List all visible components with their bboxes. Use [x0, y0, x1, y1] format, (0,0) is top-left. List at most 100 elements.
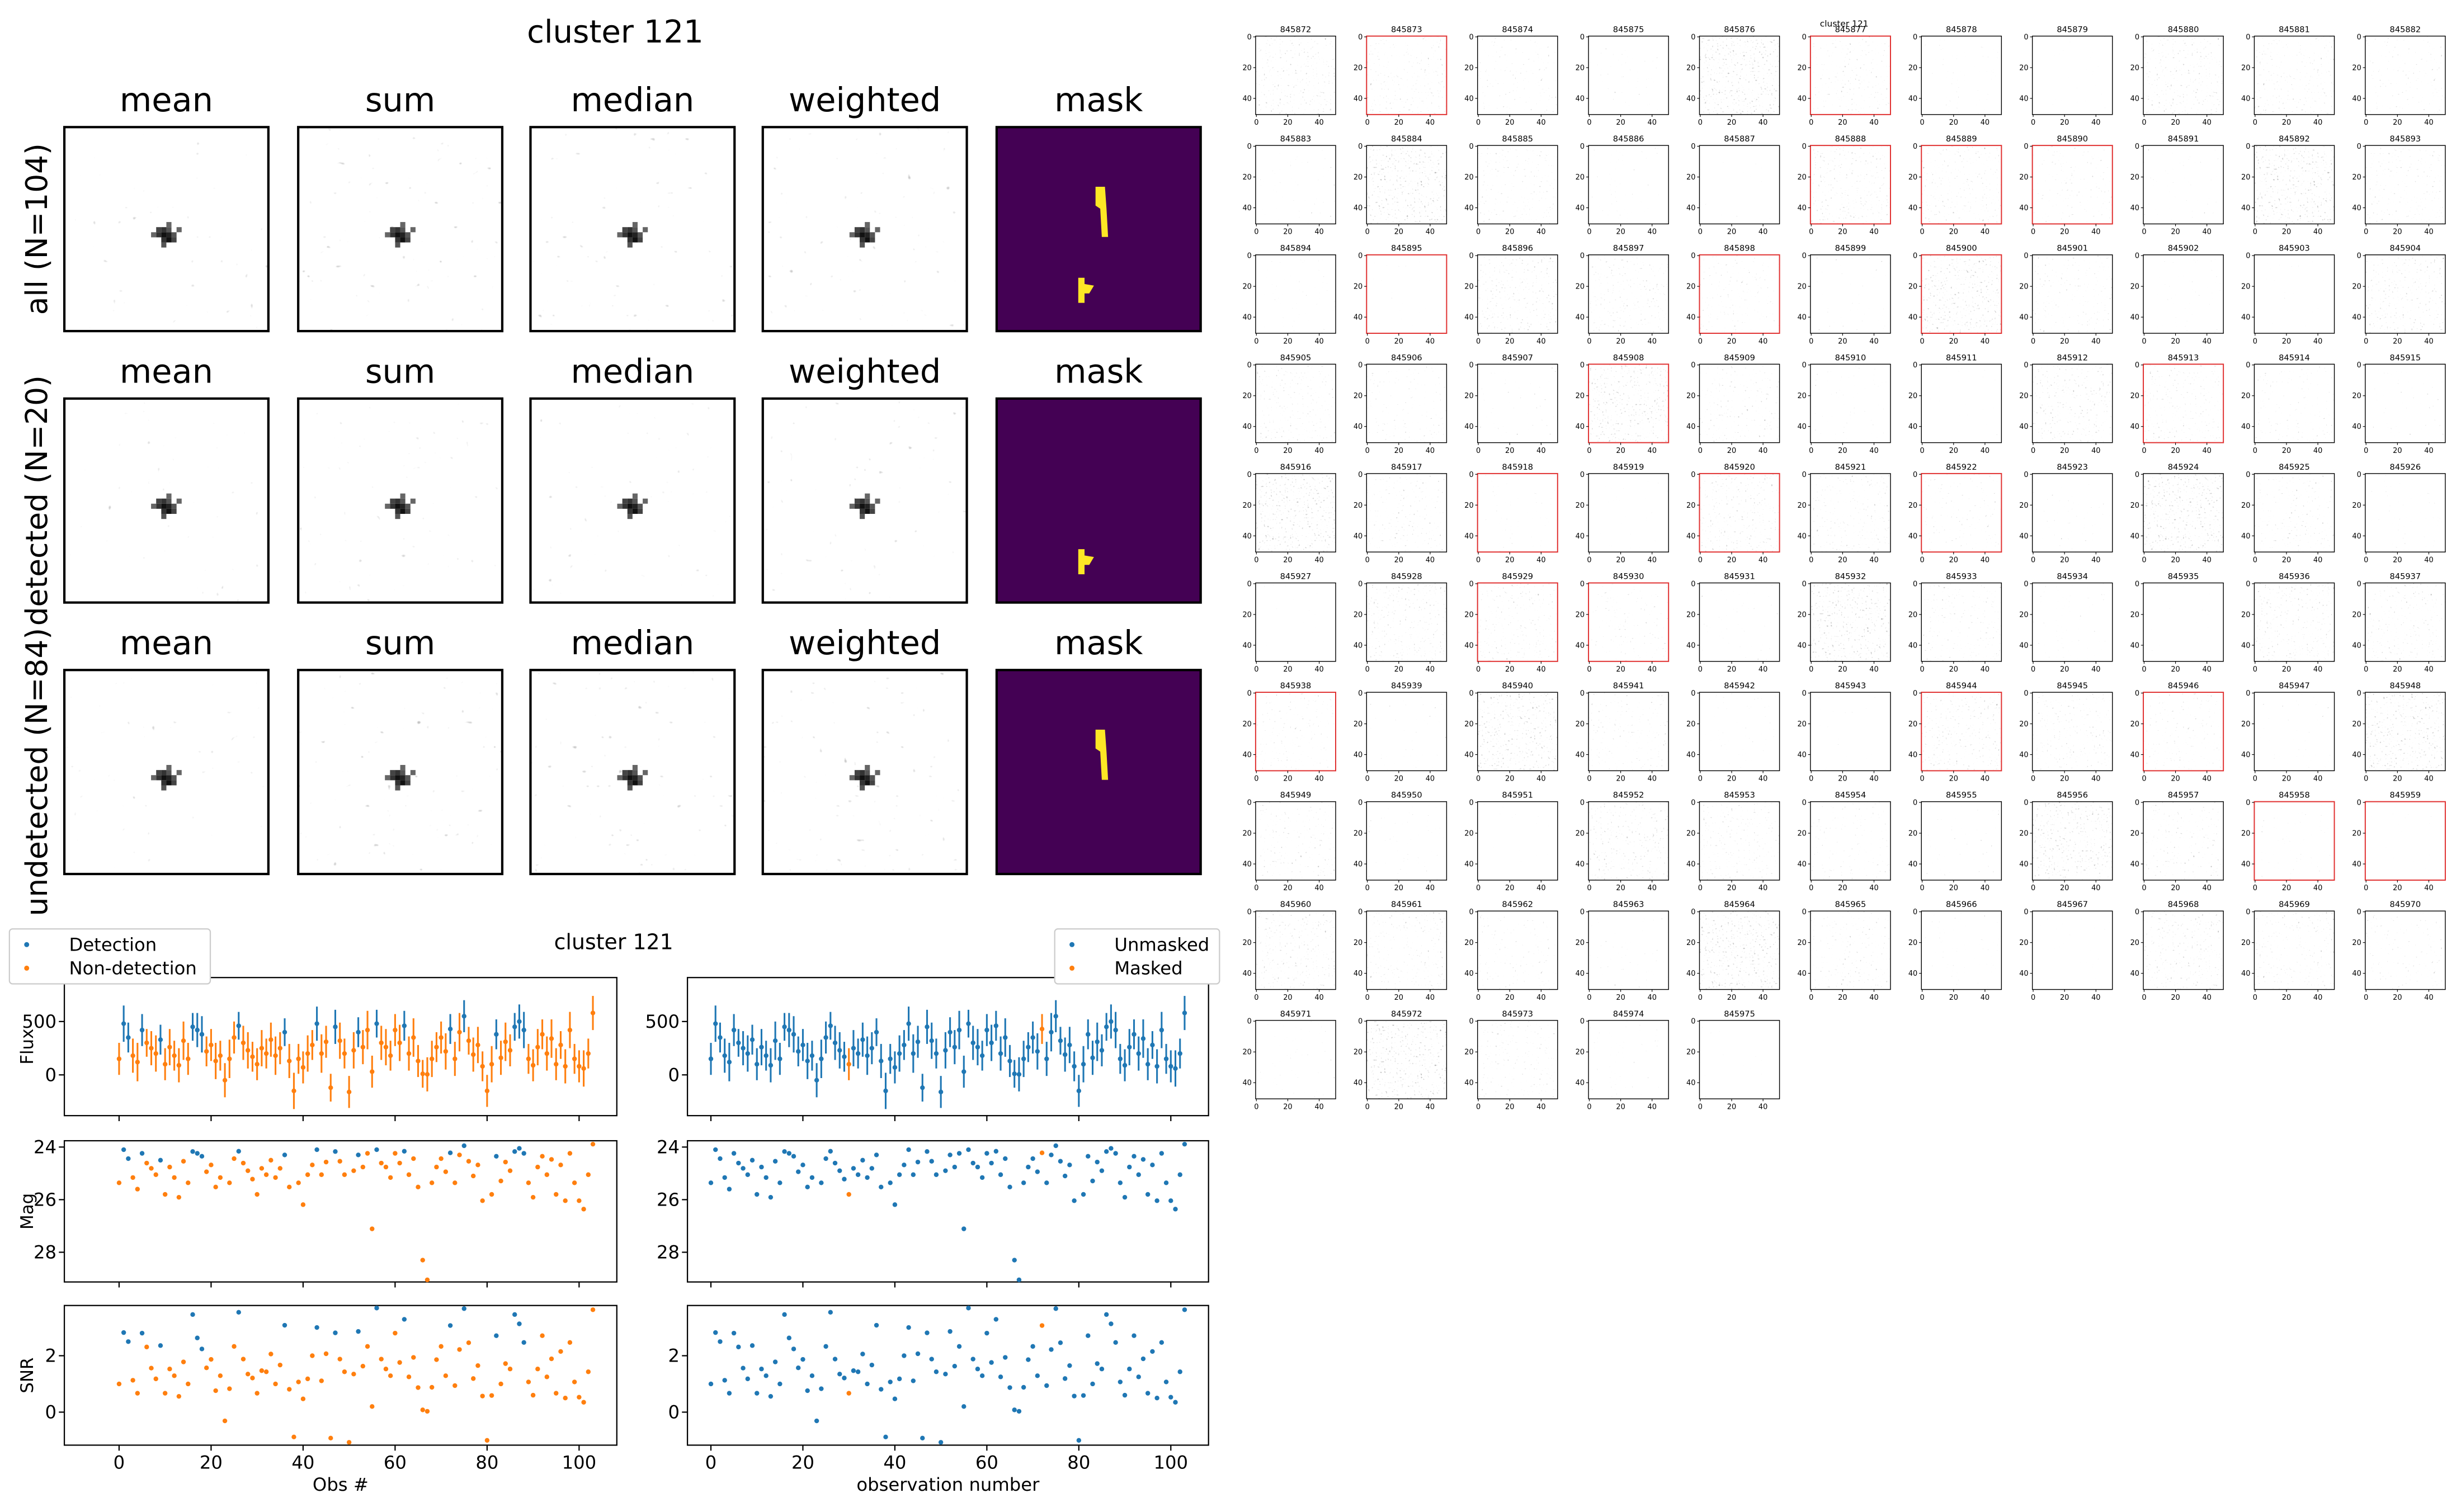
data-point	[759, 1164, 764, 1170]
thumbnail-tick-label: 0	[1809, 665, 1813, 674]
data-point	[772, 1159, 778, 1164]
data-point	[176, 1062, 182, 1068]
thumbnail-frame	[1477, 692, 1558, 772]
data-point	[727, 1060, 732, 1065]
data-point	[1163, 1379, 1169, 1385]
stack-core	[410, 227, 416, 233]
thumbnail-tick-label: 40	[1686, 423, 1695, 431]
thumbnail-label: 845884	[1391, 134, 1422, 144]
data-point	[554, 1061, 559, 1067]
thumbnail-frame	[2253, 473, 2335, 552]
thumbnail-tick-label: 0	[1913, 471, 1917, 479]
thumbnail-image	[1921, 364, 2002, 443]
data-point	[832, 1357, 838, 1362]
thumbnail-tick-label: 0	[1358, 361, 1362, 370]
stack-core	[395, 227, 400, 233]
thumbnail-frame	[1255, 145, 1336, 225]
thumbnail-label: 845933	[1946, 571, 1977, 581]
thumbnail-tick-label: 0	[2024, 471, 2028, 479]
thumbnail-tick-label: 0	[1580, 799, 1585, 807]
thumbnail-tick-label: 40	[1576, 970, 1585, 978]
thumbnail-label: 845888	[1835, 134, 1866, 144]
data-point	[530, 1062, 536, 1068]
data-point	[791, 1346, 796, 1352]
data-point	[351, 1168, 356, 1173]
column-title: weighted	[789, 81, 941, 119]
thumbnail-image	[2032, 254, 2113, 334]
data-point	[402, 1317, 407, 1322]
thumbnail-image	[1699, 911, 1780, 990]
stack-core	[395, 242, 400, 248]
column-title: median	[571, 623, 694, 662]
thumbnail-frame	[1588, 910, 1669, 990]
thumbnail-tick-label: 0	[2024, 908, 2028, 916]
data-point	[814, 1078, 819, 1083]
data-point	[708, 1381, 714, 1387]
data-point	[590, 1141, 596, 1147]
data-point	[777, 1180, 782, 1185]
thumbnail-tick-label: 0	[1254, 884, 1258, 892]
thumbnail-label: 845910	[1835, 353, 1866, 362]
thumbnail-tick-label: 0	[2246, 799, 2250, 807]
y-tick-label: 500	[645, 1011, 680, 1032]
data-point	[484, 1088, 490, 1094]
thumbnail-tick-label: 20	[1797, 283, 1806, 291]
column-title: sum	[365, 352, 435, 391]
thumbnail-tick-label: 20	[1394, 775, 1403, 783]
thumbnail-tick-label: 40	[1981, 775, 1989, 783]
data-point	[397, 1040, 402, 1046]
thumbnail-image	[1477, 911, 1558, 990]
data-point	[342, 1369, 347, 1374]
data-point	[934, 1172, 939, 1177]
data-point	[466, 1340, 472, 1345]
thumbnail-tick-label: 40	[1464, 423, 1473, 431]
stack-core	[854, 503, 860, 509]
thumbnail-frame	[2143, 35, 2224, 115]
data-point	[300, 1396, 306, 1401]
stack-core	[632, 227, 638, 233]
thumbnail-tick-label: 0	[1913, 689, 1917, 698]
thumbnail-tick-label: 20	[2352, 173, 2361, 182]
thumbnail-image	[2365, 583, 2445, 662]
thumbnail-tick-label: 40	[1758, 1103, 1767, 1111]
thumbnail-tick-label: 0	[1802, 799, 1807, 807]
thumbnail-tick-label: 40	[2202, 556, 2211, 564]
data-point	[434, 1045, 439, 1050]
data-point	[1058, 1038, 1063, 1043]
thumbnail-tick-label: 20	[1908, 830, 1917, 838]
data-point	[572, 1180, 577, 1185]
data-point	[406, 1172, 412, 1177]
thumbnail-tick-label: 40	[2091, 119, 2100, 127]
thumbnail-tick-label: 20	[1354, 64, 1362, 72]
image-frame	[529, 397, 736, 604]
data-point	[397, 1360, 402, 1365]
thumbnail-tick-label: 0	[1802, 252, 1807, 261]
row-label: all (N=104)	[20, 143, 54, 315]
thumbnail-tick-label: 40	[2091, 447, 2100, 455]
thumbnail-tick-label: 20	[2241, 173, 2250, 182]
data-point	[388, 1175, 393, 1180]
stack-core	[171, 780, 177, 786]
thumbnail-tick-label: 0	[1587, 994, 1591, 1002]
stack-core	[632, 780, 638, 786]
thumbnail-tick-label: 20	[1242, 64, 1251, 72]
data-point	[809, 1373, 815, 1378]
thumbnail-tick-label: 20	[1838, 994, 1847, 1002]
thumbnail-tick-label: 0	[2031, 665, 2035, 674]
thumbnail-tick-label: 40	[1426, 447, 1435, 455]
data-point	[268, 1157, 274, 1163]
thumbnail-tick-label: 40	[2091, 775, 2100, 783]
thumbnail-label: 845891	[2168, 134, 2199, 144]
thumbnail-tick-label: 20	[1838, 884, 1847, 892]
thumbnail-tick-label: 40	[1426, 775, 1435, 783]
data-point	[254, 1192, 260, 1197]
thumbnail-tick-label: 20	[2393, 556, 2402, 564]
thumbnail-tick-label: 20	[2171, 337, 2180, 346]
thumbnail-title: cluster 121	[1820, 19, 1869, 29]
thumbnail-tick-label: 40	[1797, 532, 1806, 541]
thumbnail-image	[1477, 692, 1558, 771]
thumbnail-tick-label: 40	[1758, 884, 1767, 892]
thumbnail-tick-label: 0	[1691, 1018, 1695, 1026]
data-point	[406, 1051, 412, 1056]
stack-core	[870, 508, 875, 514]
